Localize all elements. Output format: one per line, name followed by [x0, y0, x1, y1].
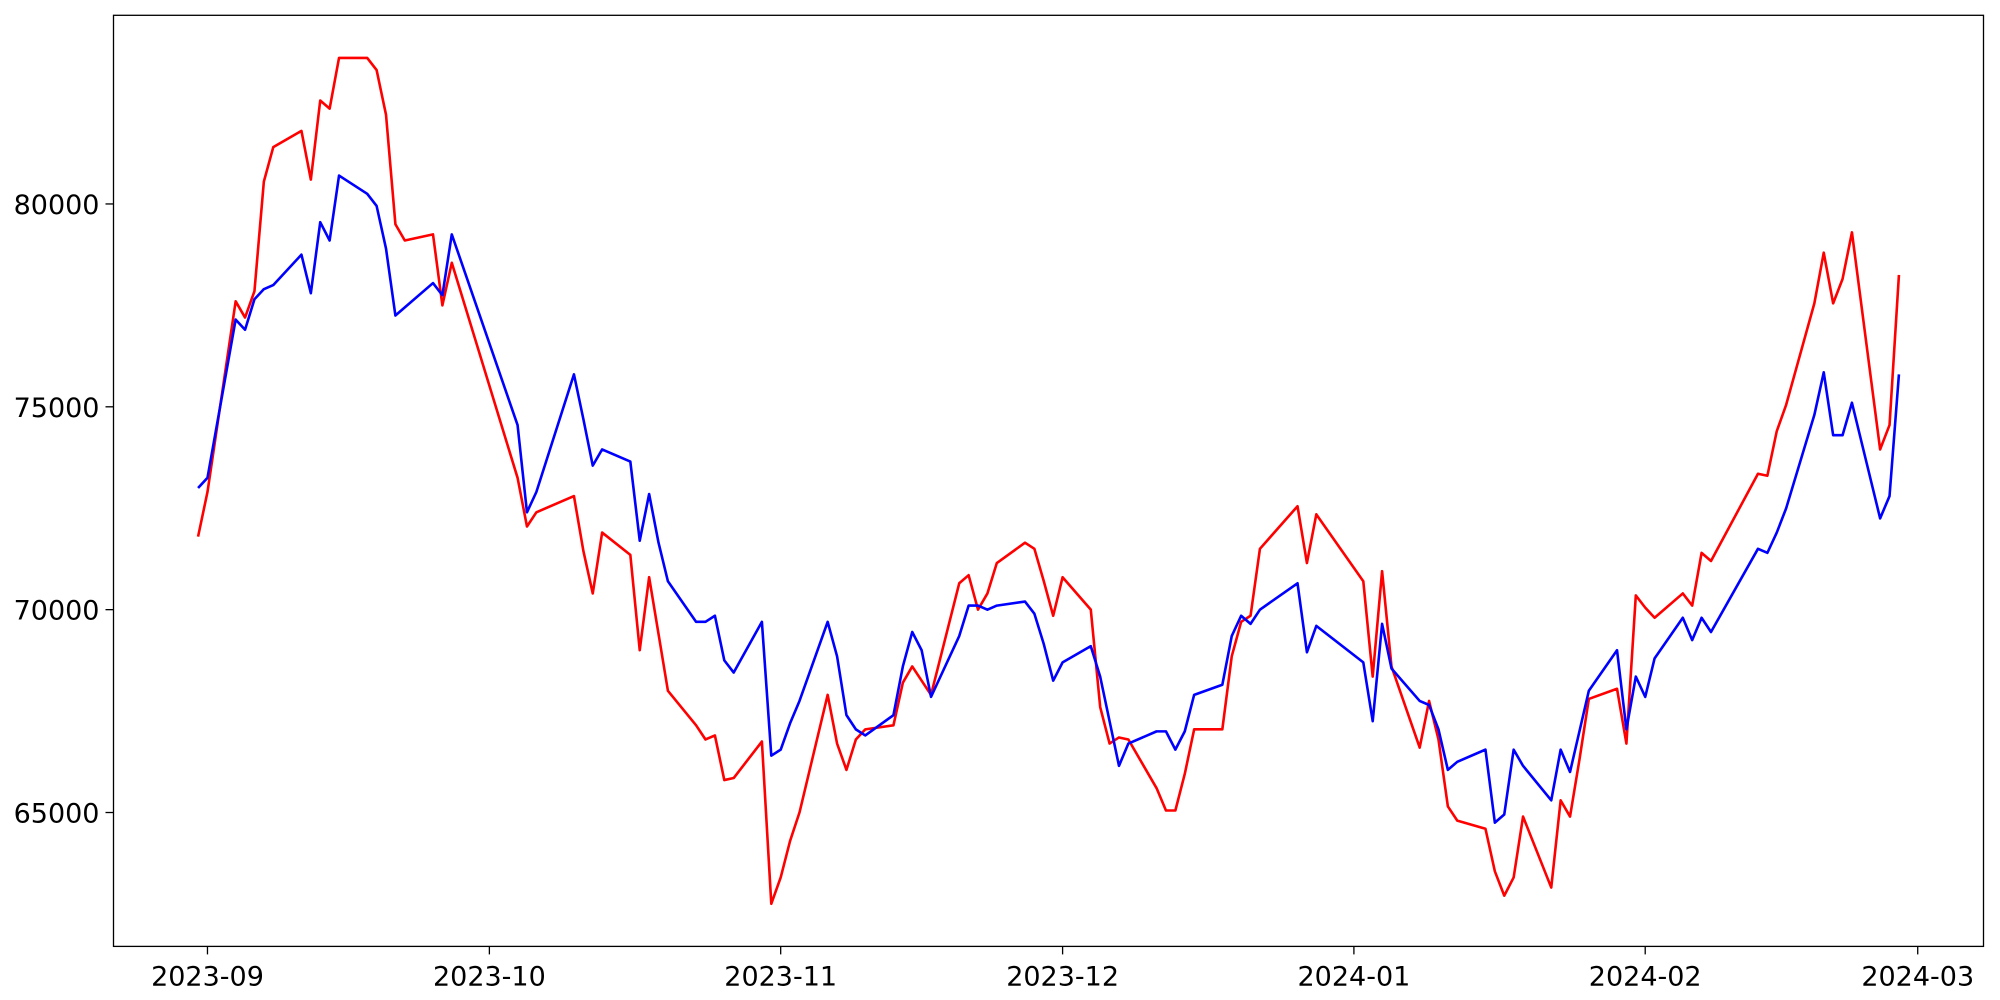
x-tick-label: 2023-12: [1006, 961, 1119, 992]
line-series: [197, 174, 1901, 824]
y-tick-label: 80000: [14, 190, 100, 221]
x-tick-label: 2024-02: [1589, 961, 1702, 992]
x-tick-label: 2024-01: [1297, 961, 1410, 992]
x-tick-label: 2023-09: [151, 961, 264, 992]
line-series: [196, 56, 1901, 906]
y-tick-label: 70000: [14, 596, 100, 627]
x-tick-label: 2023-11: [724, 961, 837, 992]
x-tick-label: 2023-10: [433, 961, 546, 992]
x-tick-label: 2024-03: [1861, 961, 1974, 992]
y-tick-label: 65000: [14, 799, 100, 830]
y-tick-label: 75000: [14, 393, 100, 424]
plot-frame: [112, 14, 1985, 948]
